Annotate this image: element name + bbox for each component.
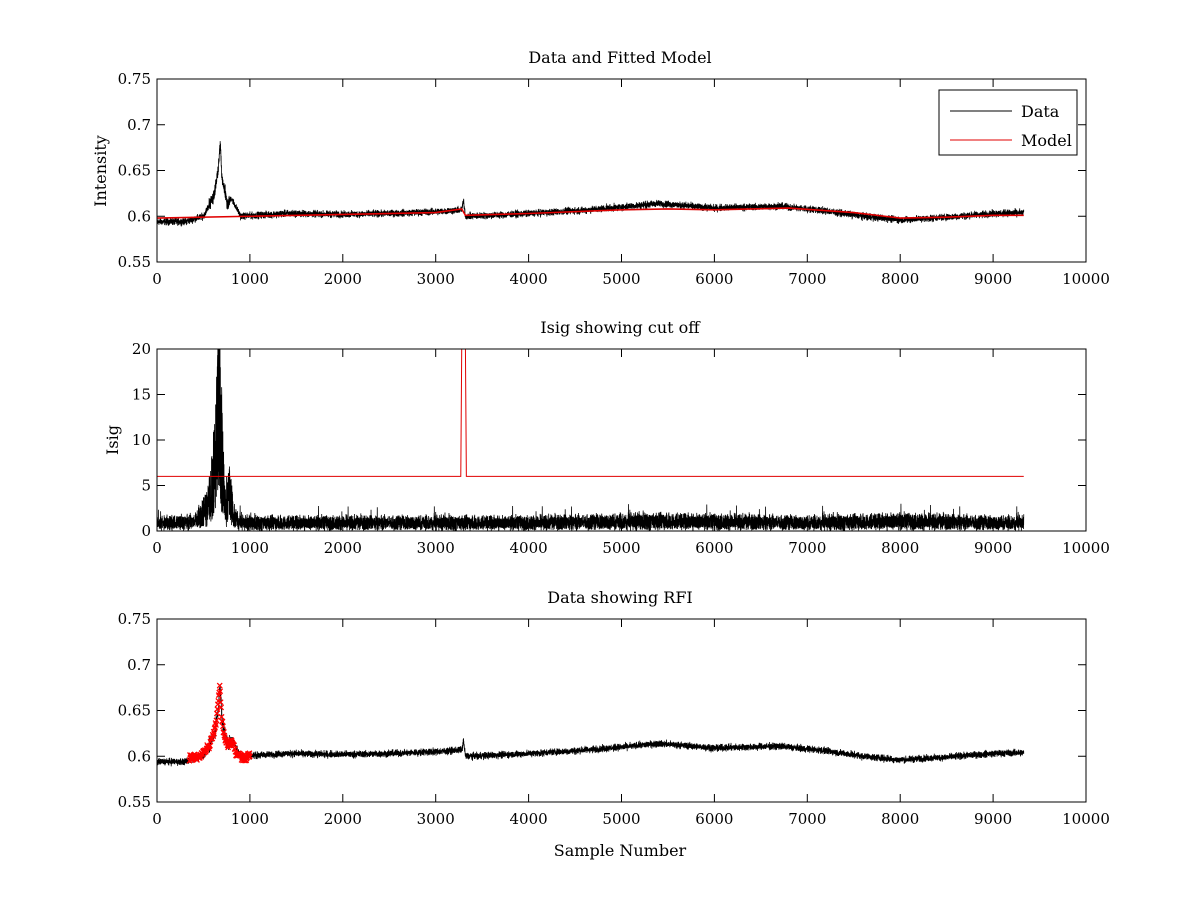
series-cut-off-line — [157, 349, 1024, 477]
rfi-point — [218, 704, 225, 711]
rfi-point — [211, 730, 218, 737]
x-tick-label: 10000 — [1062, 810, 1110, 828]
legend-model-label: Model — [1021, 131, 1072, 150]
x-tick-label: 10000 — [1062, 270, 1110, 288]
panel-3: Data showing RFI Sample Number 0.550.60.… — [118, 588, 1110, 860]
x-tick-label: 7000 — [788, 539, 826, 557]
x-tick-label: 6000 — [695, 270, 733, 288]
x-tick-label: 6000 — [695, 539, 733, 557]
y-tick-label: 20 — [132, 340, 151, 358]
legend-data-label: Data — [1021, 102, 1060, 121]
legend: Data Model — [938, 89, 1078, 156]
y-tick-label: 15 — [132, 386, 151, 404]
x-tick-label: 8000 — [881, 539, 919, 557]
y-tick-label: 0 — [141, 522, 151, 540]
y-tick-label: 0.55 — [118, 253, 151, 271]
x-tick-label: 2000 — [324, 539, 362, 557]
x-tick-label: 5000 — [602, 810, 640, 828]
panel-3-y-ticks: 0.55 0.6 0.65 0.7 0.75 — [118, 610, 1086, 811]
rfi-point — [217, 699, 224, 706]
y-tick-label: 0.6 — [127, 747, 151, 765]
rfi-point — [246, 753, 253, 760]
y-tick-label: 0.7 — [127, 116, 151, 134]
series-isig-line — [157, 349, 1025, 531]
panel-1-title: Data and Fitted Model — [528, 48, 711, 67]
x-tick-label: 1000 — [231, 810, 269, 828]
panel-2: Isig showing cut off Isig 0 5 10 15 20 0 1000… — [103, 318, 1110, 557]
y-tick-label: 0.65 — [118, 162, 151, 180]
panel-2-title: Isig showing cut off — [540, 318, 701, 337]
panel-2-ylabel: Isig — [103, 425, 122, 455]
x-tick-label: 4000 — [510, 270, 548, 288]
rfi-point — [213, 717, 220, 724]
x-tick-label: 1000 — [231, 539, 269, 557]
y-tick-label: 0.75 — [118, 70, 151, 88]
panel-3-xlabel: Sample Number — [554, 841, 687, 860]
x-tick-label: 5000 — [602, 539, 640, 557]
x-tick-label: 8000 — [881, 270, 919, 288]
x-tick-label: 1000 — [231, 270, 269, 288]
x-tick-label: 0 — [152, 539, 162, 557]
x-tick-label: 7000 — [788, 270, 826, 288]
panel-1: Data and Fitted Model Intensity 0.550.60… — [91, 48, 1110, 288]
y-tick-label: 0.6 — [127, 207, 151, 225]
x-tick-label: 2000 — [324, 810, 362, 828]
x-tick-label: 9000 — [974, 270, 1012, 288]
x-tick-label: 0 — [152, 270, 162, 288]
x-tick-label: 5000 — [602, 270, 640, 288]
y-tick-label: 0.7 — [127, 656, 151, 674]
x-tick-label: 8000 — [881, 810, 919, 828]
x-tick-label: 7000 — [788, 810, 826, 828]
rfi-point — [219, 723, 226, 730]
x-tick-label: 3000 — [417, 270, 455, 288]
x-tick-label: 6000 — [695, 810, 733, 828]
y-tick-label: 0.75 — [118, 610, 151, 628]
x-tick-label: 4000 — [510, 539, 548, 557]
x-tick-label: 0 — [152, 810, 162, 828]
panel-1-ylabel: Intensity — [91, 135, 110, 207]
x-tick-label: 9000 — [974, 810, 1012, 828]
y-tick-label: 10 — [132, 431, 151, 449]
rfi-point — [213, 722, 219, 728]
panel-2-y-ticks: 0 5 10 15 20 — [132, 340, 1086, 540]
x-tick-label: 9000 — [974, 539, 1012, 557]
rfi-point — [217, 688, 224, 695]
panel-3-title: Data showing RFI — [547, 588, 692, 607]
rfi-point — [216, 682, 223, 689]
legend-box — [938, 89, 1078, 156]
panel-1-y-ticks: 0.55 0.6 0.65 0.7 0.75 — [118, 70, 1086, 271]
series-model-line — [157, 207, 1024, 219]
x-tick-label: 3000 — [417, 539, 455, 557]
y-tick-label: 5 — [141, 477, 151, 495]
y-tick-label: 0.55 — [118, 793, 151, 811]
series-data-line — [157, 684, 1025, 767]
panel-2-x-ticks: 0 1000 2000 3000 4000 5000 6000 7000 8000 9000 100… — [152, 349, 1110, 557]
panel-3-x-ticks: 0 1000 2000 3000 4000 5000 6000 7000 8000 9000 100… — [152, 619, 1110, 828]
x-tick-label: 2000 — [324, 270, 362, 288]
x-tick-label: 3000 — [417, 810, 455, 828]
series-rfi-markers — [186, 682, 253, 764]
rfi-point — [219, 718, 226, 725]
x-tick-label: 4000 — [510, 810, 548, 828]
rfi-point — [214, 706, 221, 713]
x-tick-label: 10000 — [1062, 539, 1110, 557]
y-tick-label: 0.65 — [118, 702, 151, 720]
rfi-point — [221, 732, 228, 739]
panel-1-x-ticks: 0 1000 2000 3000 4000 5000 6000 7000 8000 9000 100… — [152, 79, 1110, 288]
